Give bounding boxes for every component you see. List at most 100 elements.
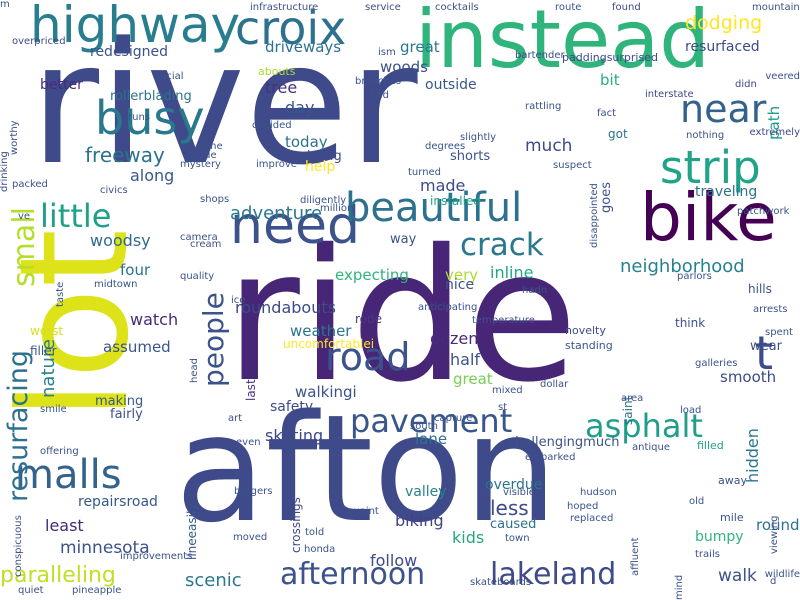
word-area: area (621, 393, 644, 404)
word-conspicuous: conspicuous (13, 515, 24, 577)
word-old: old (689, 496, 705, 507)
word-bike: bike (640, 179, 777, 256)
word-patchwork: patchwork (737, 206, 790, 217)
word-half: half (450, 350, 481, 369)
word-hadn: hadn (522, 285, 548, 296)
word-art: art (228, 413, 243, 424)
word-bumpy: bumpy (695, 529, 744, 545)
word-filled: filled (697, 439, 724, 452)
word-nothing: nothing (686, 130, 725, 141)
word-trails: trails (695, 549, 720, 560)
word-ism: ism (378, 47, 396, 58)
word-rollerblading: rollerblading (110, 89, 192, 104)
word-caused: caused (490, 517, 537, 532)
word-highway: highway (30, 0, 241, 54)
word-mystery: mystery (180, 159, 221, 170)
word-today: today (285, 133, 328, 151)
word-skating: skating (265, 426, 324, 445)
word-scenic: scenic (185, 570, 242, 591)
word-hudson: hudson (580, 487, 617, 498)
word-walkingi: walkingi (295, 383, 357, 401)
word-road: road (325, 335, 411, 379)
word-near: near (680, 87, 767, 131)
word-quiet: quiet (18, 585, 44, 596)
word-diligently: diligently (300, 195, 347, 206)
word-overdue: overdue (485, 477, 543, 493)
word-valley: valley (405, 484, 447, 500)
word-branches: branches (355, 76, 402, 87)
word-less: less (490, 496, 529, 520)
word-cream: cream (190, 239, 222, 250)
word-galleries: galleries (695, 358, 738, 369)
word-weather: weather (290, 322, 352, 340)
word-load: load (680, 405, 702, 416)
word-freeway: freeway (85, 143, 165, 167)
word-fairly: fairly (110, 407, 143, 422)
word-south: south (410, 421, 438, 432)
word-moved: moved (233, 532, 268, 543)
word-very: very (445, 266, 479, 284)
word-lakeland: lakeland (490, 557, 617, 592)
word-little: little (40, 197, 112, 235)
word-dollar: dollar (540, 379, 569, 390)
word-disappointed: disappointed (589, 182, 600, 248)
word-better: better (40, 77, 83, 93)
word-quaint: quaint (347, 506, 379, 517)
word-hoped: hoped (567, 501, 599, 512)
word-paddingsurprised: paddingsurprised (562, 51, 658, 64)
word-made: made (420, 176, 466, 195)
word-parlors: parlors (677, 271, 712, 282)
word-walk: walk (718, 566, 757, 586)
word-minnesota: minnesota (60, 538, 150, 558)
word-suspect: suspect (553, 160, 592, 171)
word-packed: packed (12, 179, 48, 190)
word-resurfacing: resurfacing (3, 350, 34, 503)
word-wildlife: wildlife (764, 569, 800, 580)
word-goes: goes (599, 182, 614, 214)
word-afternoon: afternoon (280, 557, 426, 592)
word-m: m (0, 0, 10, 10)
word-veered: veered (765, 71, 800, 82)
word-nice: nice (445, 277, 475, 293)
word-mountain: mountain (752, 2, 800, 13)
word-wear: wear (750, 339, 782, 354)
word-hidden: hidden (743, 427, 762, 483)
word-woods: woods (380, 58, 428, 76)
word-drinking: drinking (0, 151, 10, 193)
word-cocktails: cocktails (435, 2, 479, 13)
word-found: found (612, 2, 641, 13)
word-mixed: mixed (492, 385, 523, 396)
word-rode: rode (355, 312, 383, 326)
word-zigzag: zigzag (300, 149, 342, 164)
word-anticipating: anticipating (418, 302, 478, 313)
word-paralleling: paralleling (0, 563, 116, 588)
word-great: great (453, 370, 493, 388)
word-find: find (370, 90, 389, 101)
word-way: way (390, 232, 417, 247)
word-expecting: expecting (335, 266, 409, 284)
word-dodging: dodging (685, 12, 763, 34)
word-improvements: improvements (120, 551, 193, 562)
word-much: much (525, 136, 573, 156)
word-challengingmuch: challengingmuch (508, 435, 620, 450)
word-tree: tree (265, 78, 298, 97)
word-town: town (505, 533, 530, 544)
word-capture: capture (434, 413, 473, 424)
word-woodsy: woodsy (90, 231, 151, 250)
word-assumed: assumed (103, 338, 171, 356)
word-malls: malls (15, 452, 122, 498)
word-redesigned: redesigned (90, 44, 169, 60)
word-embarked: embarked (525, 452, 576, 463)
word-novelty: novelty (565, 324, 606, 337)
word-ice: ice (231, 295, 246, 306)
word-great: great (400, 38, 440, 56)
word-degrees: degrees (425, 141, 466, 152)
word-antique: antique (632, 442, 671, 453)
word-t: t (755, 326, 774, 380)
word-temperature: temperature (472, 315, 535, 326)
word-bartender: bartender (515, 50, 565, 61)
word-infrastructure: infrastructure (250, 2, 319, 13)
word-shorts: shorts (450, 149, 491, 164)
word-route: route (555, 2, 582, 13)
